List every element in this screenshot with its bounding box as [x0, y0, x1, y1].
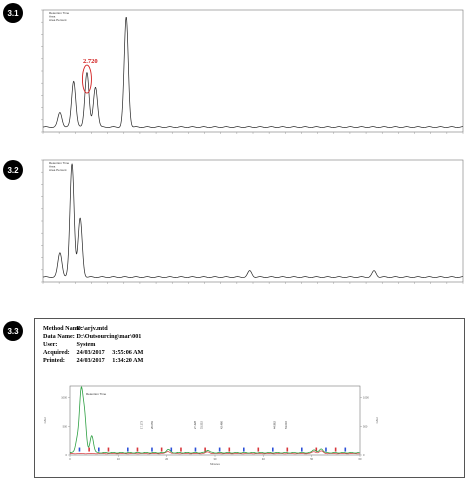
- method-row-user: User: System: [43, 341, 95, 348]
- method-row-printed: Printed: 24/03/2017 1:34:20 AM: [43, 357, 143, 364]
- y-tick-label-right: 500: [363, 424, 368, 428]
- y-tick-label-right: 0: [363, 453, 365, 457]
- peak-marker: [243, 447, 245, 452]
- peak-marker: [257, 447, 260, 452]
- acquired-time: 3:55:06 AM: [112, 349, 144, 356]
- legend-entry: Retention Time: [49, 11, 70, 15]
- legend-entry: Retention Time: [86, 392, 107, 396]
- printed-time: 1:34:20 AM: [112, 357, 144, 364]
- y-axis-unit-right: mAU: [375, 417, 379, 423]
- plot-frame: [42, 9, 464, 133]
- peak-marker: [180, 447, 182, 452]
- printed-key: Printed:: [43, 357, 65, 364]
- peak-marker: [272, 447, 274, 452]
- series-line: [42, 163, 464, 278]
- peak-marker: [136, 447, 139, 452]
- peak-label: 44.862: [272, 421, 276, 429]
- panel-label-3-1: 3.1: [3, 3, 23, 23]
- legend-entry: Area: [49, 15, 56, 19]
- legend-entry: Area: [49, 165, 56, 169]
- peak-marker: [170, 447, 173, 452]
- acquired-key: Acquired:: [43, 349, 70, 356]
- method-row-data-name: Data Name: D:\Outsourcing\mar\001: [43, 333, 141, 340]
- x-axis-unit: Minutes: [210, 462, 220, 466]
- series-line: [42, 16, 464, 128]
- series-line-green: [69, 386, 360, 454]
- y-tick-label: 500: [63, 424, 68, 428]
- y-tick-label: 0: [66, 453, 68, 457]
- peak-label: 31.515: [199, 421, 203, 429]
- peak-marker: [228, 447, 231, 452]
- x-tick-label: 50: [310, 457, 313, 461]
- y-tick-label-right: 1000: [363, 396, 369, 400]
- printed-date: 24/03/2017: [76, 357, 105, 364]
- peak-marker: [344, 447, 347, 452]
- method-name-key: Method Name:: [43, 325, 83, 332]
- acquired-date: 24/03/2017: [76, 349, 105, 356]
- peak-marker: [160, 447, 163, 452]
- legend-entry: Area Percent: [49, 18, 67, 22]
- user-value: System: [76, 341, 96, 348]
- data-name-value: D:\Outsourcing\mar\001: [76, 333, 142, 340]
- x-tick-label: 10: [117, 457, 120, 461]
- peak-label: 26.059: [150, 421, 154, 429]
- peak-marker: [301, 447, 303, 452]
- series-line-red: [69, 450, 360, 455]
- peak-label: 42.466: [219, 421, 223, 429]
- peak-marker: [286, 447, 289, 452]
- peak-marker: [88, 447, 90, 452]
- peak-marker: [204, 447, 206, 452]
- peak-marker: [151, 447, 153, 452]
- legend-entry: Retention Time: [49, 161, 70, 165]
- peak-annotation-ellipse: [81, 64, 92, 94]
- peak-marker: [127, 447, 129, 452]
- x-tick-label: 0: [69, 457, 71, 461]
- peak-marker: [325, 447, 327, 452]
- method-info-panel: Method Name: D:\arjv.mtd Data Name: D:\O…: [34, 318, 465, 478]
- peak-label: 17.173: [140, 421, 144, 429]
- peak-label: 27.428: [193, 421, 197, 429]
- peak-marker: [98, 447, 100, 452]
- y-tick-label: 1000: [61, 396, 67, 400]
- panel-label-3-2: 3.2: [3, 160, 23, 180]
- x-tick-label: 20: [165, 457, 168, 461]
- legend-entry: Area Percent: [49, 168, 67, 172]
- panel-label-3-3: 3.3: [3, 321, 23, 341]
- peak-marker: [315, 447, 318, 452]
- x-tick-label: 60: [359, 457, 362, 461]
- data-name-key: Data Name:: [43, 333, 75, 340]
- user-key: User:: [43, 341, 58, 348]
- peak-label: 53.016: [284, 421, 288, 429]
- x-tick-label: 40: [262, 457, 265, 461]
- method-row-method-name: Method Name: D:\arjv.mtd: [43, 325, 108, 332]
- peak-marker: [107, 447, 110, 452]
- x-tick-label: 30: [214, 457, 217, 461]
- peak-marker: [194, 447, 197, 452]
- y-axis-unit: mAU: [43, 417, 47, 423]
- peak-marker: [334, 447, 337, 452]
- plot-frame: [42, 159, 464, 283]
- peak-marker: [78, 447, 81, 452]
- peak-marker: [218, 447, 221, 452]
- method-name-value: D:\arjv.mtd: [76, 325, 108, 332]
- peak-annotation-label: 2.720: [83, 58, 98, 65]
- plot-frame: [69, 385, 361, 456]
- method-row-acquired: Acquired: 24/03/2017 3:55:06 AM: [43, 349, 143, 356]
